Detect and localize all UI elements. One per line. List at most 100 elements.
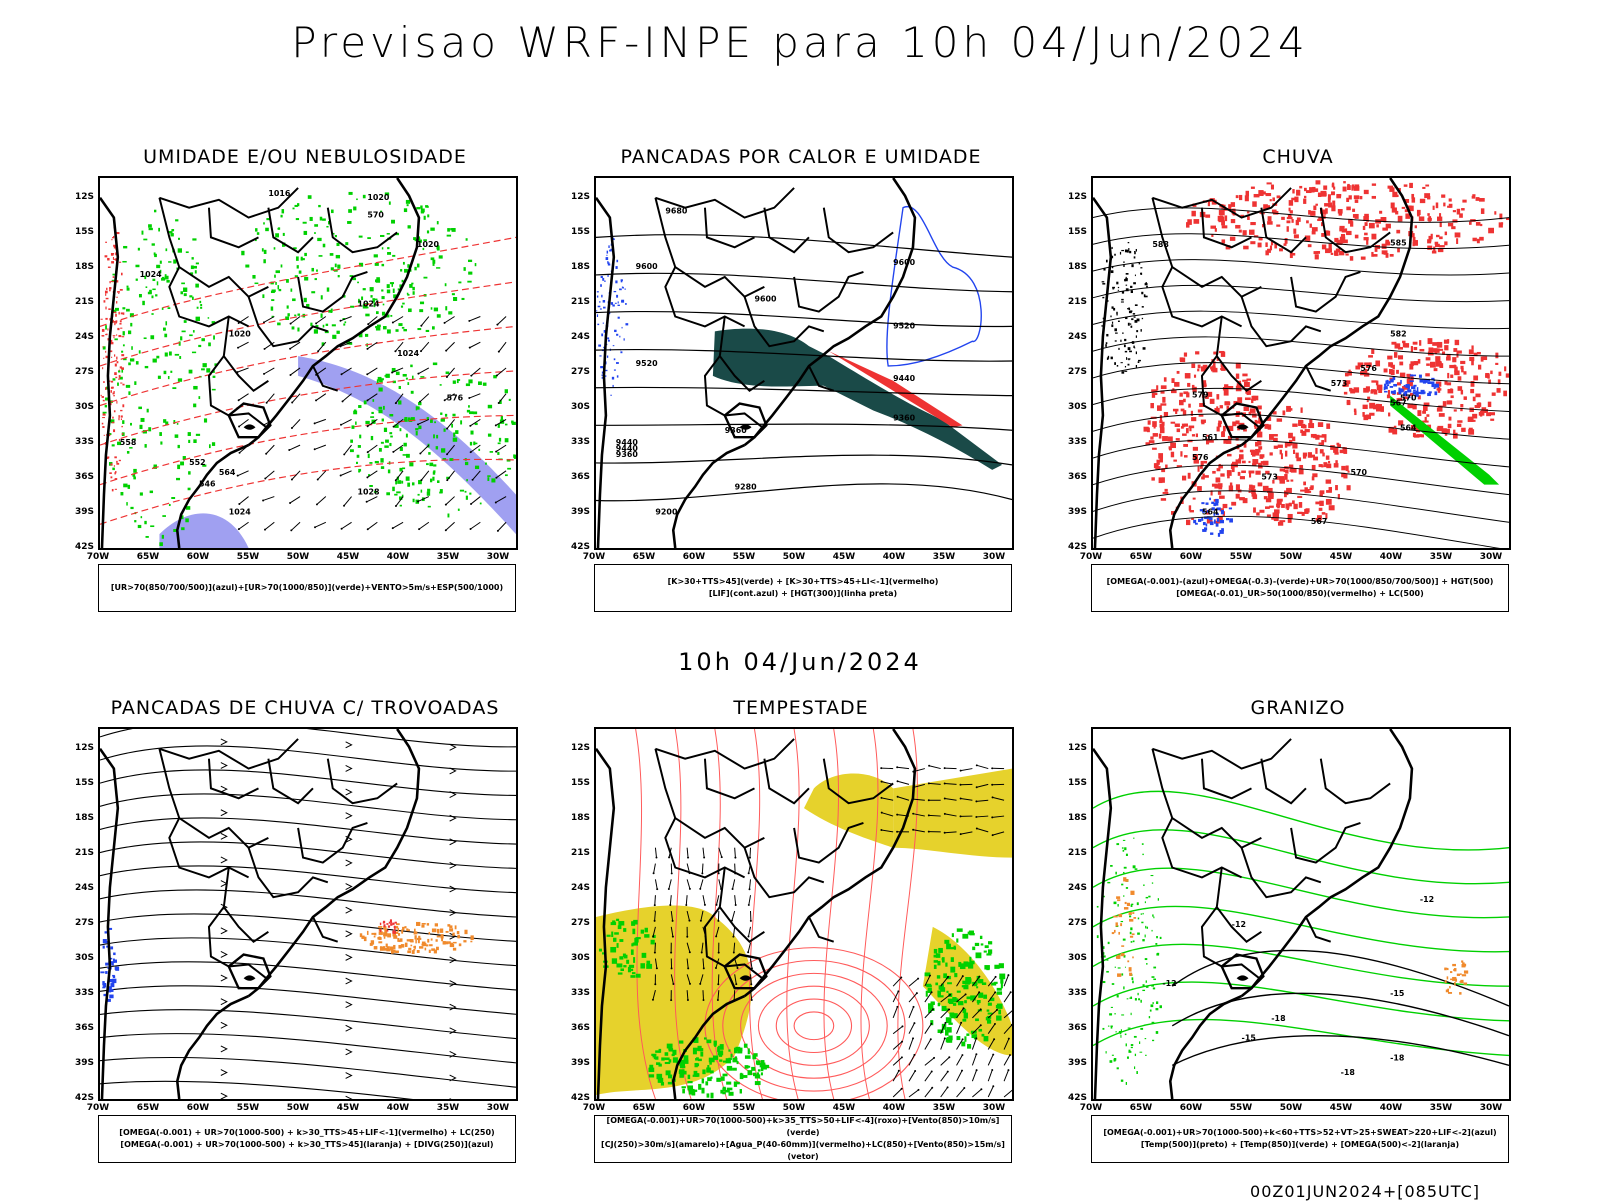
- speckle: [387, 247, 389, 249]
- border-line: [249, 297, 328, 346]
- speckle: [1432, 251, 1436, 254]
- wind-vector: [703, 848, 704, 858]
- speckle: [130, 507, 133, 509]
- speckle: [649, 1065, 653, 1071]
- speckle: [419, 946, 423, 949]
- border-line: [1202, 759, 1252, 799]
- speckle: [128, 485, 130, 489]
- speckle: [1506, 373, 1509, 377]
- latitude-tick-label: 39S: [70, 1058, 94, 1068]
- wind-vector: [445, 317, 455, 323]
- speckle: [118, 418, 119, 420]
- speckle: [1129, 915, 1131, 917]
- speckle: [1371, 389, 1376, 392]
- latitude-tick-label: 42S: [70, 542, 94, 552]
- speckle: [1124, 345, 1126, 348]
- speckle: [1117, 995, 1119, 997]
- speckle: [1108, 1026, 1109, 1027]
- speckle: [1286, 488, 1292, 493]
- speckle: [984, 951, 987, 953]
- wind-vector-head: [896, 831, 898, 833]
- speckle: [1441, 194, 1445, 197]
- speckle: [1118, 321, 1120, 322]
- speckle: [694, 1063, 697, 1067]
- longitude-tick-label: 30W: [1476, 552, 1506, 562]
- wind-vector-head: [949, 994, 951, 996]
- speckle: [1175, 423, 1180, 426]
- wind-vector: [447, 419, 455, 428]
- border-line: [209, 907, 266, 978]
- speckle: [600, 284, 602, 287]
- speckle: [1287, 226, 1289, 232]
- longitude-tick-label: 35W: [1426, 1103, 1456, 1113]
- speckle: [616, 334, 618, 336]
- speckle: [262, 294, 264, 298]
- latitude-tick-label: 30S: [566, 402, 590, 412]
- speckle: [693, 1049, 697, 1055]
- contour-label: 582: [1390, 329, 1407, 338]
- speckle: [1347, 400, 1351, 404]
- speckle: [1267, 221, 1273, 225]
- speckle: [1118, 287, 1119, 288]
- speckle: [1145, 1038, 1147, 1039]
- speckle: [365, 314, 369, 317]
- wind-vector-head: [470, 375, 472, 377]
- speckle: [928, 1003, 933, 1009]
- speckle: [1122, 332, 1123, 334]
- speckle: [1393, 384, 1397, 387]
- speckle: [429, 463, 433, 467]
- speckle: [737, 1051, 742, 1054]
- speckle: [614, 291, 617, 292]
- wind-vector-head: [289, 348, 291, 350]
- speckle: [679, 1040, 683, 1043]
- speckle: [152, 243, 155, 245]
- speckle: [1460, 361, 1465, 364]
- speckle: [445, 306, 447, 310]
- speckle: [138, 248, 140, 251]
- speckle: [950, 967, 955, 973]
- speckle: [1273, 512, 1276, 517]
- contour-label: -18: [1341, 1068, 1356, 1077]
- speckle: [105, 318, 107, 320]
- speckle: [386, 944, 388, 948]
- speckle: [985, 945, 989, 948]
- wind-vector-head: [735, 983, 737, 985]
- speckle: [610, 947, 616, 952]
- speckle: [118, 415, 119, 418]
- speckle: [1346, 198, 1349, 202]
- wind-vector: [748, 927, 750, 937]
- wind-vector-head: [238, 528, 240, 530]
- speckle: [387, 329, 391, 333]
- speckle: [204, 418, 207, 422]
- wind-vector-head: [976, 764, 978, 766]
- wind-vector: [341, 471, 352, 476]
- wind-vector: [735, 848, 736, 858]
- speckle: [103, 358, 104, 359]
- speckle: [1300, 420, 1303, 424]
- speckle: [369, 462, 372, 464]
- speckle: [1436, 202, 1439, 208]
- speckle: [1163, 492, 1169, 494]
- speckle: [1210, 521, 1214, 525]
- speckle: [745, 1055, 751, 1058]
- wind-vector-head: [991, 816, 993, 818]
- wind-vector-head: [263, 373, 265, 375]
- speckle: [761, 1072, 763, 1075]
- speckle: [615, 303, 617, 304]
- speckle: [1443, 401, 1447, 406]
- speckle: [206, 368, 210, 372]
- wind-vector-head: [748, 904, 750, 906]
- speckle: [1354, 409, 1356, 412]
- speckle: [1191, 417, 1196, 421]
- border-line: [1217, 868, 1262, 942]
- border-line: [1202, 907, 1259, 978]
- speckle: [460, 420, 462, 424]
- longitude-tick-label: 40W: [383, 1103, 413, 1113]
- speckle: [406, 454, 410, 458]
- wind-vector-head: [703, 857, 705, 859]
- speckle: [1259, 510, 1264, 513]
- wind-vector-head: [367, 451, 369, 453]
- border-line: [824, 208, 893, 253]
- speckle: [1409, 183, 1413, 188]
- speckle: [612, 958, 617, 964]
